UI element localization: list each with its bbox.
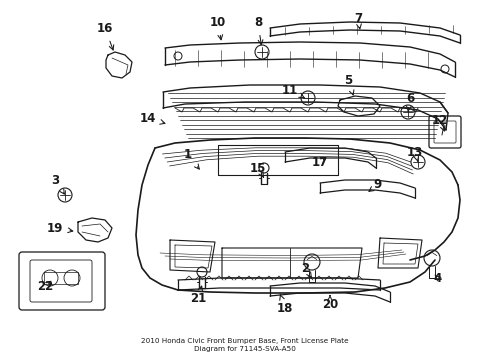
Text: 14: 14 [140, 112, 164, 125]
Text: 1: 1 [183, 148, 199, 169]
Text: 17: 17 [311, 156, 327, 168]
Text: 4: 4 [433, 271, 441, 284]
Text: 18: 18 [276, 294, 293, 315]
Text: 3: 3 [51, 174, 64, 194]
Text: 22: 22 [37, 279, 53, 292]
Text: 2: 2 [300, 261, 311, 278]
Text: 10: 10 [209, 15, 225, 40]
Text: 12: 12 [431, 113, 447, 131]
Text: 5: 5 [343, 73, 353, 95]
Text: 16: 16 [97, 22, 114, 50]
Text: 9: 9 [368, 179, 381, 192]
Text: 11: 11 [281, 84, 304, 98]
Text: 2010 Honda Civic Front Bumper Base, Front License Plate
Diagram for 71145-SVA-A5: 2010 Honda Civic Front Bumper Base, Fron… [141, 338, 347, 352]
Text: 6: 6 [405, 91, 413, 112]
Text: 21: 21 [189, 286, 206, 305]
Text: 15: 15 [249, 162, 265, 177]
Text: 19: 19 [47, 221, 73, 234]
Text: 8: 8 [253, 15, 263, 45]
Text: 20: 20 [321, 296, 337, 311]
Text: 7: 7 [353, 12, 361, 29]
Text: 13: 13 [406, 145, 422, 161]
